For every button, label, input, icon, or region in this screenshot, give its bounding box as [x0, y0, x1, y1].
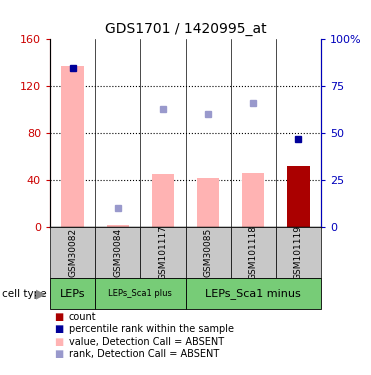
- Text: GSM30085: GSM30085: [204, 228, 213, 277]
- Text: percentile rank within the sample: percentile rank within the sample: [69, 324, 234, 334]
- Text: GSM30084: GSM30084: [113, 228, 122, 277]
- Text: GSM101117: GSM101117: [158, 225, 167, 280]
- Bar: [95, 227, 140, 278]
- Bar: [50, 278, 95, 309]
- Bar: [140, 227, 186, 278]
- Bar: [106, 225, 129, 227]
- Text: LEPs_Sca1 minus: LEPs_Sca1 minus: [205, 288, 301, 299]
- Text: rank, Detection Call = ABSENT: rank, Detection Call = ABSENT: [69, 349, 219, 359]
- Bar: [186, 227, 231, 278]
- Bar: [242, 173, 265, 227]
- Text: LEPs: LEPs: [60, 289, 85, 299]
- Text: ▶: ▶: [36, 287, 46, 300]
- Bar: [287, 166, 310, 227]
- Text: value, Detection Call = ABSENT: value, Detection Call = ABSENT: [69, 337, 224, 346]
- Text: GDS1701 / 1420995_at: GDS1701 / 1420995_at: [105, 22, 266, 36]
- Bar: [152, 174, 174, 227]
- Bar: [61, 66, 84, 227]
- Text: cell type: cell type: [2, 289, 46, 299]
- Bar: [186, 278, 321, 309]
- Text: count: count: [69, 312, 96, 322]
- Text: ■: ■: [54, 324, 63, 334]
- Text: GSM30082: GSM30082: [68, 228, 77, 277]
- Bar: [50, 227, 95, 278]
- Text: LEPs_Sca1 plus: LEPs_Sca1 plus: [108, 290, 172, 298]
- Text: ■: ■: [54, 312, 63, 322]
- Bar: [231, 227, 276, 278]
- Bar: [197, 178, 219, 227]
- Bar: [95, 278, 186, 309]
- Text: GSM101118: GSM101118: [249, 225, 258, 280]
- Text: ■: ■: [54, 349, 63, 359]
- Text: GSM101119: GSM101119: [294, 225, 303, 280]
- Bar: [276, 227, 321, 278]
- Text: ■: ■: [54, 337, 63, 346]
